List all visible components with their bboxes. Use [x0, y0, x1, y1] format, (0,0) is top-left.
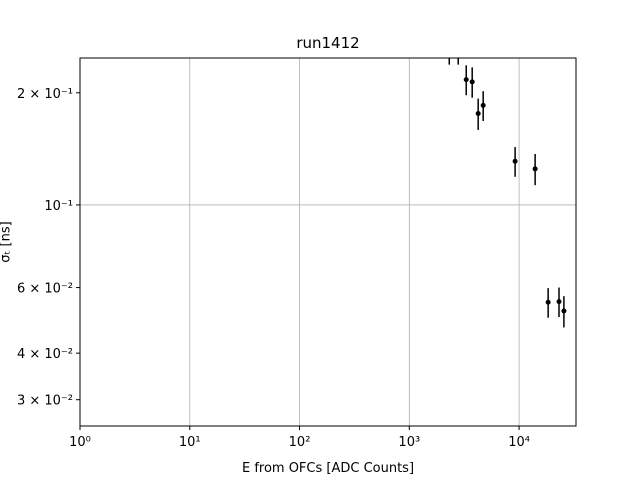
- data-point: [512, 158, 518, 164]
- data-point: [469, 79, 475, 85]
- data-point: [463, 77, 469, 83]
- x-tick-label: 10¹: [179, 435, 201, 450]
- x-axis-label: E from OFCs [ADC Counts]: [242, 461, 414, 476]
- plot-frame: [79, 57, 577, 427]
- data-point: [480, 102, 486, 108]
- data-point: [556, 299, 562, 305]
- x-tick-label: 10⁰: [69, 435, 91, 450]
- data-point: [532, 166, 538, 172]
- data-point: [545, 299, 551, 305]
- x-tick-label: 10²: [289, 435, 311, 450]
- y-tick-label: 10⁻¹: [44, 199, 73, 214]
- y-tick-label: 2 × 10⁻¹: [17, 87, 73, 102]
- y-tick-label: 4 × 10⁻²: [17, 347, 73, 362]
- data-point: [475, 110, 481, 116]
- x-tick-label: 10³: [398, 435, 420, 450]
- chart-title: run1412: [296, 34, 359, 52]
- y-axis-label: σₜ [ns]: [0, 221, 14, 262]
- data-point: [561, 308, 567, 314]
- x-tick-label: 10⁴: [508, 435, 530, 450]
- y-tick-label: 3 × 10⁻²: [17, 394, 73, 409]
- y-tick-label: 6 × 10⁻²: [17, 282, 73, 297]
- plot-area: [448, 58, 567, 328]
